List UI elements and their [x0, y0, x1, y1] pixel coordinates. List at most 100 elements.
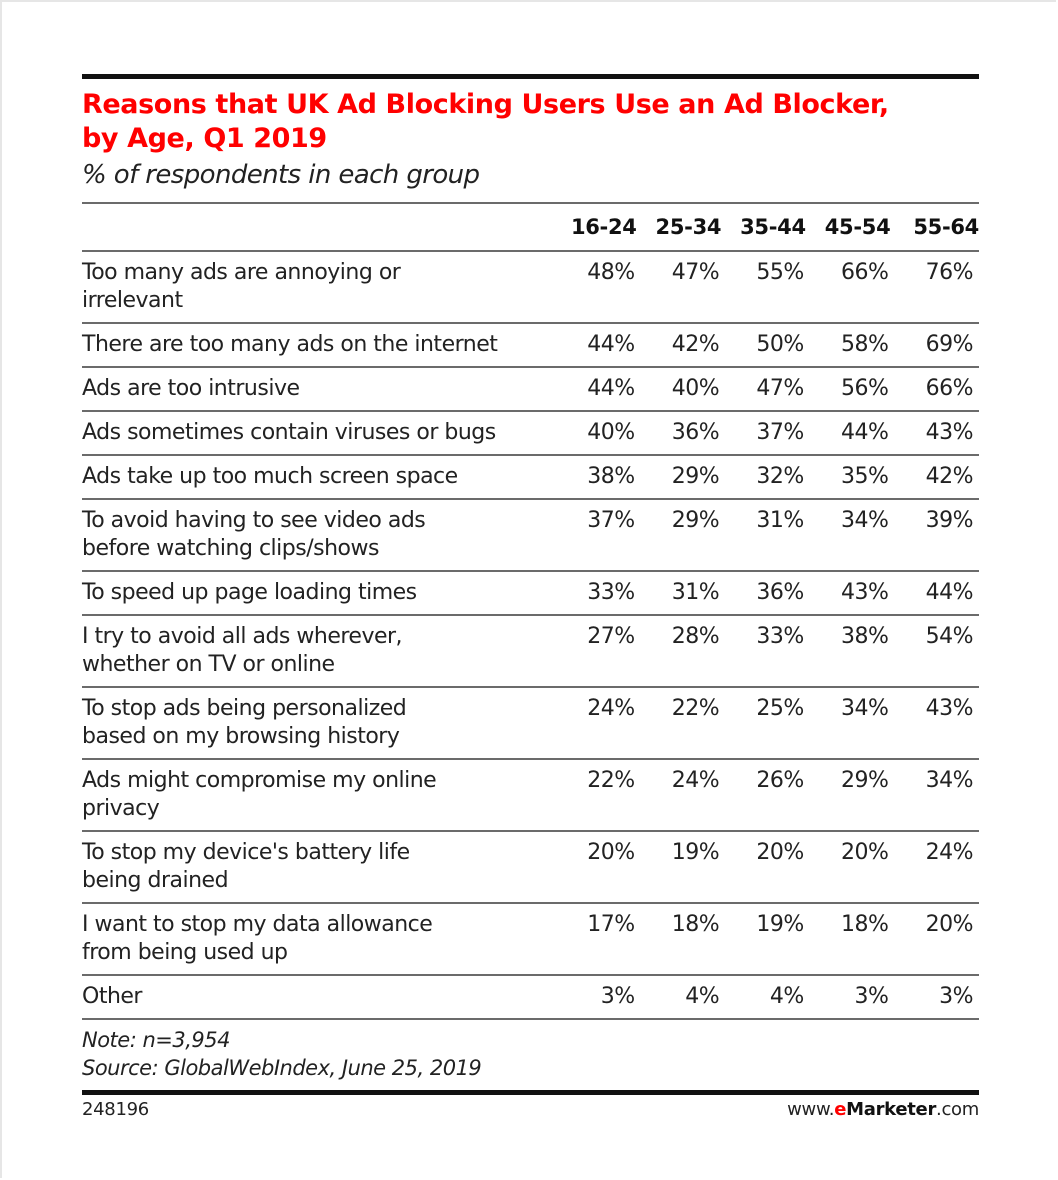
cell-value: 66%: [809, 251, 895, 324]
row-label-line-2: based on my browsing history: [82, 724, 400, 749]
row-label: To avoid having to see video ads before w…: [82, 499, 557, 572]
cell-value: 43%: [809, 571, 895, 616]
cell-value: 37%: [725, 411, 810, 456]
footer: 248196 www.eMarketer.com: [82, 1099, 979, 1120]
cell-value: 56%: [809, 367, 895, 412]
row-label-line-1: There are too many ads on the internet: [82, 332, 498, 357]
cell-value: 29%: [809, 759, 895, 832]
cell-value: 17%: [556, 903, 641, 976]
row-label: Other: [82, 975, 557, 1020]
row-label: To stop my device's battery life being dr…: [82, 831, 557, 904]
cell-value: 37%: [556, 499, 641, 572]
row-label-line-2: from being used up: [82, 940, 288, 965]
row-label: Ads might compromise my online privacy: [82, 759, 557, 832]
row-label: To speed up page loading times: [82, 571, 557, 616]
row-label: I try to avoid all ads wherever, whether …: [82, 615, 557, 688]
cell-value: 20%: [725, 831, 810, 904]
row-label: Too many ads are annoying or irrelevant: [82, 251, 557, 324]
row-label-line-1: Ads might compromise my online: [82, 768, 437, 793]
cell-value: 32%: [725, 455, 810, 500]
cell-value: 19%: [640, 831, 726, 904]
cell-value: 20%: [556, 831, 641, 904]
column-header-25-34: 25-34: [640, 204, 726, 252]
cell-value: 3%: [556, 975, 641, 1020]
cell-value: 43%: [894, 411, 979, 456]
brand-name: Marketer: [846, 1099, 937, 1120]
top-rule: [82, 74, 979, 79]
cell-value: 25%: [725, 687, 810, 760]
cell-value: 42%: [894, 455, 979, 500]
row-label: Ads are too intrusive: [82, 367, 557, 412]
cell-value: 66%: [894, 367, 979, 412]
cell-value: 27%: [556, 615, 641, 688]
cell-value: 22%: [556, 759, 641, 832]
row-label-line-1: Other: [82, 984, 142, 1009]
row-label-line-1: To speed up page loading times: [82, 580, 417, 605]
row-label-line-1: I want to stop my data allowance: [82, 912, 433, 937]
cell-value: 3%: [809, 975, 895, 1020]
table-row: Too many ads are annoying or irrelevant 48…: [82, 251, 979, 324]
cell-value: 18%: [640, 903, 726, 976]
table-row: To stop my device's battery life being dr…: [82, 831, 979, 904]
table-row: To speed up page loading times 33% 31% 36% 4…: [82, 571, 979, 616]
row-label: Ads take up too much screen space: [82, 455, 557, 500]
cell-value: 29%: [640, 455, 726, 500]
cell-value: 28%: [640, 615, 726, 688]
table-row: Ads might compromise my online privacy 22%…: [82, 759, 979, 832]
brand-prefix: www.: [787, 1099, 835, 1120]
chart-id: 248196: [82, 1099, 149, 1120]
row-label-line-2: whether on TV or online: [82, 652, 335, 677]
cell-value: 31%: [725, 499, 810, 572]
row-label-line-1: To stop ads being personalized: [82, 696, 407, 721]
column-header-45-54: 45-54: [809, 204, 895, 252]
table-header-row: 16-24 25-34 35-44 45-54 55-64: [82, 204, 979, 252]
cell-value: 24%: [640, 759, 726, 832]
cell-value: 29%: [640, 499, 726, 572]
row-label-line-1: Ads take up too much screen space: [82, 464, 458, 489]
column-header-label: [82, 204, 557, 252]
column-header-16-24: 16-24: [556, 204, 641, 252]
cell-value: 38%: [809, 615, 895, 688]
cell-value: 47%: [725, 367, 810, 412]
table-row: To avoid having to see video ads before w…: [82, 499, 979, 572]
row-label-line-2: privacy: [82, 796, 160, 821]
cell-value: 54%: [894, 615, 979, 688]
cell-value: 19%: [725, 903, 810, 976]
cell-value: 20%: [894, 903, 979, 976]
table-row: There are too many ads on the internet 44…: [82, 323, 979, 368]
row-label-line-2: being drained: [82, 868, 229, 893]
emarketer-brand: www.eMarketer.com: [787, 1099, 979, 1120]
column-header-55-64: 55-64: [894, 204, 979, 252]
cell-value: 44%: [894, 571, 979, 616]
row-label-line-1: Too many ads are annoying or: [82, 260, 401, 285]
cell-value: 44%: [556, 367, 641, 412]
cell-value: 20%: [809, 831, 895, 904]
row-label: To stop ads being personalized based on m…: [82, 687, 557, 760]
cell-value: 55%: [725, 251, 810, 324]
bottom-rule: [82, 1090, 979, 1095]
cell-value: 34%: [894, 759, 979, 832]
note-text: Note: n=3,954: [82, 1028, 231, 1052]
row-label-line-2: irrelevant: [82, 288, 183, 313]
cell-value: 38%: [556, 455, 641, 500]
data-table: 16-24 25-34 35-44 45-54 55-64 Too many a…: [82, 204, 979, 1020]
cell-value: 39%: [894, 499, 979, 572]
row-label: Ads sometimes contain viruses or bugs: [82, 411, 557, 456]
cell-value: 44%: [556, 323, 641, 368]
brand-suffix: .com: [936, 1099, 979, 1120]
cell-value: 3%: [894, 975, 979, 1020]
row-label: There are too many ads on the internet: [82, 323, 557, 368]
chart-card: Reasons that UK Ad Blocking Users Use an…: [82, 74, 979, 1120]
cell-value: 24%: [894, 831, 979, 904]
cell-value: 40%: [556, 411, 641, 456]
table-row: I try to avoid all ads wherever, whether …: [82, 615, 979, 688]
row-label-line-1: To avoid having to see video ads: [82, 508, 426, 533]
row-label-line-1: Ads are too intrusive: [82, 376, 300, 401]
chart-title-line-2: by Age, Q1 2019: [82, 123, 327, 154]
cell-value: 26%: [725, 759, 810, 832]
header-top-rule: [82, 202, 979, 204]
cell-value: 34%: [809, 499, 895, 572]
cell-value: 35%: [809, 455, 895, 500]
table-row: I want to stop my data allowance from bei…: [82, 903, 979, 976]
